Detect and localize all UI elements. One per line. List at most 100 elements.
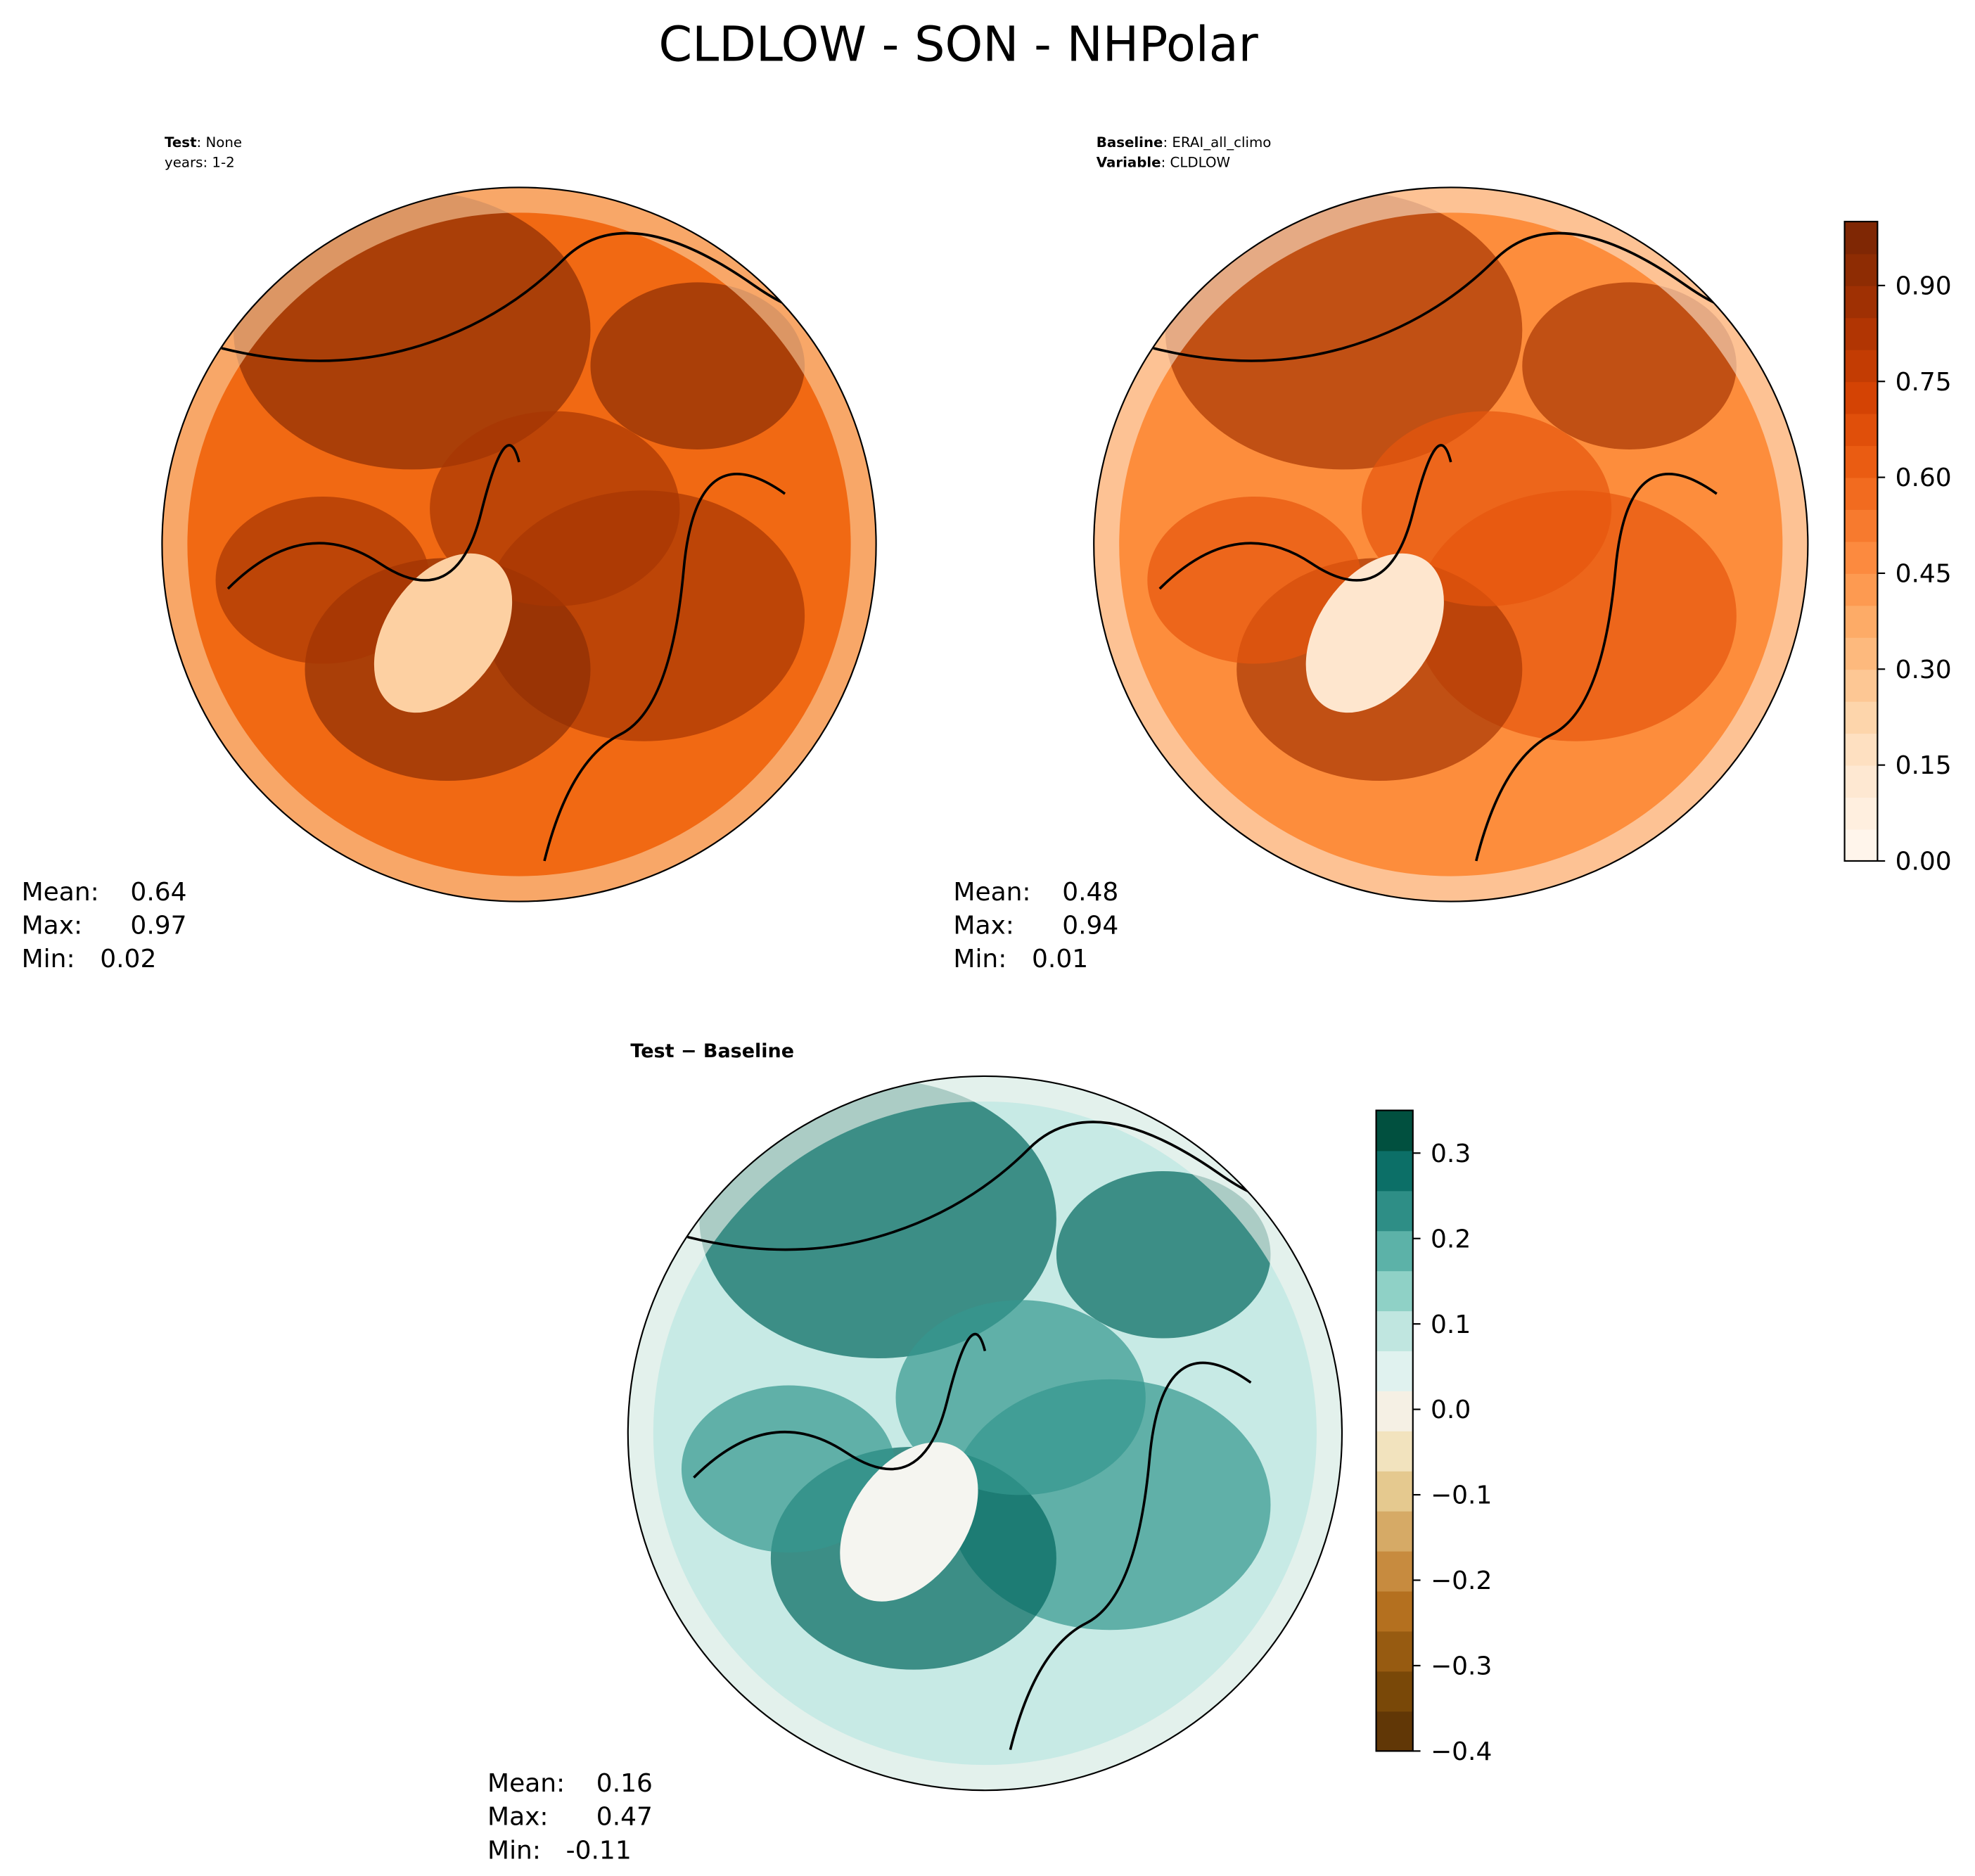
colorbar-band: [1376, 1631, 1413, 1672]
colorbar-band: [1844, 477, 1878, 510]
colorbar-band: [1376, 1230, 1413, 1272]
figure-title: CLDLOW - SON - NHPolar: [658, 17, 1258, 72]
colorbar-tick-label: 0.00: [1896, 848, 1952, 876]
map: [627, 1076, 1342, 1791]
map-region: [681, 1385, 896, 1553]
colorbar-tick-label: 0.0: [1431, 1396, 1471, 1424]
colorbar-band: [1844, 605, 1878, 638]
map-region: [895, 1300, 1146, 1495]
colorbar-tick-label: −0.3: [1431, 1652, 1492, 1681]
stat-label: Mean:: [953, 878, 1030, 907]
colorbar-band: [1376, 1190, 1413, 1232]
stat-value: 0.64: [130, 878, 186, 907]
stat-value: 0.01: [1032, 945, 1088, 974]
colorbar-band: [1844, 445, 1878, 478]
map-region: [1522, 282, 1737, 449]
map-region: [1147, 496, 1362, 664]
colorbar-tick-label: 0.45: [1896, 560, 1952, 589]
colorbar-band: [1376, 1391, 1413, 1431]
colorbar-band: [1844, 701, 1878, 734]
panel-label-bold: Test: [165, 134, 197, 151]
stat-value: -0.11: [566, 1836, 632, 1865]
map-region: [215, 496, 430, 664]
map-border: [627, 1075, 1343, 1792]
colorbar-band: [1844, 541, 1878, 574]
stat-value: 0.16: [596, 1769, 653, 1798]
panel-label-bold: Baseline: [1097, 134, 1163, 151]
panel-label-bold: Variable: [1097, 155, 1161, 171]
colorbar-band: [1376, 1510, 1413, 1552]
colorbar-band: [1844, 285, 1878, 319]
colorbar-band: [1844, 829, 1878, 862]
colorbar-band: [1376, 1351, 1413, 1391]
colorbar-band: [1844, 637, 1878, 670]
stat-value: 0.48: [1062, 878, 1118, 907]
colorbar-band: [1844, 765, 1878, 798]
panel-label: Baseline: ERAI_all_climo: [1097, 134, 1272, 151]
stat-label: Mean:: [487, 1769, 565, 1798]
stat-label: Max:: [487, 1803, 549, 1832]
map-border: [1093, 186, 1809, 902]
greenland: [1305, 553, 1444, 713]
panel-label-text: years: 1-2: [165, 155, 235, 171]
map-region: [1056, 1170, 1271, 1339]
map-region: [430, 411, 680, 606]
colorbar-band: [1844, 573, 1878, 606]
panel-label: Test − Baseline: [630, 1040, 794, 1062]
stat-label: Max:: [22, 911, 83, 940]
panel-label: Test: None: [165, 134, 242, 151]
stat-label: Min:: [953, 945, 1006, 974]
map: [1094, 187, 1808, 902]
colorbar-band: [1844, 221, 1878, 255]
stat-label: Min:: [487, 1836, 541, 1865]
map-region: [590, 282, 805, 449]
panel-label: years: 1-2: [165, 155, 235, 171]
colorbar-tick-label: 0.75: [1896, 368, 1952, 397]
colorbar-tick-label: 0.1: [1431, 1310, 1471, 1339]
colorbar-tick-label: 0.2: [1431, 1225, 1471, 1253]
colorbar-tick-label: −0.1: [1431, 1481, 1492, 1510]
colorbar-tick-label: 0.15: [1896, 751, 1952, 780]
panel-label-text: : None: [197, 134, 243, 151]
greenland: [840, 1442, 978, 1602]
map-region: [1361, 411, 1612, 606]
stat-value: 0.94: [1062, 911, 1118, 940]
colorbar-tick-label: 0.90: [1896, 272, 1952, 300]
colorbar-band: [1844, 797, 1878, 830]
panel-label: Variable: CLDLOW: [1097, 155, 1230, 171]
colorbar-frame: [1843, 220, 1879, 862]
colorbar-tick-label: 0.3: [1431, 1140, 1471, 1168]
colorbar-band: [1376, 1590, 1413, 1632]
colorbar-band: [1376, 1550, 1413, 1592]
colorbar-band: [1844, 317, 1878, 350]
colorbar-band: [1844, 413, 1878, 447]
colorbar-band: [1844, 669, 1878, 702]
colorbar-band: [1376, 1150, 1413, 1192]
colorbar-band: [1844, 733, 1878, 766]
colorbar-band: [1844, 509, 1878, 542]
stat-label: Min:: [22, 945, 75, 974]
panel-label-text: : CLDLOW: [1161, 155, 1230, 171]
colorbar-tick-label: −0.4: [1431, 1737, 1492, 1766]
greenland: [373, 553, 513, 713]
stat-label: Mean:: [22, 878, 99, 907]
colorbar-frame: [1375, 1109, 1414, 1752]
colorbar-band: [1844, 253, 1878, 286]
colorbar-band: [1376, 1671, 1413, 1712]
colorbar-band: [1376, 1110, 1413, 1151]
colorbar-band: [1844, 381, 1878, 414]
stat-value: 0.47: [596, 1803, 653, 1832]
colorbar-band: [1376, 1270, 1413, 1312]
colorbar-band: [1844, 349, 1878, 383]
colorbar-band: [1376, 1310, 1413, 1352]
colorbar-band: [1376, 1430, 1413, 1472]
panel-label-bold: Test − Baseline: [630, 1040, 794, 1062]
colorbar-band: [1376, 1470, 1413, 1512]
stat-value: 0.02: [100, 945, 156, 974]
colorbar-band: [1376, 1711, 1413, 1752]
colorbar-tick-label: 0.60: [1896, 464, 1952, 492]
stat-label: Max:: [953, 911, 1014, 940]
colorbar-tick-label: 0.30: [1896, 656, 1952, 684]
panel-label-text: : ERAI_all_climo: [1163, 134, 1271, 151]
